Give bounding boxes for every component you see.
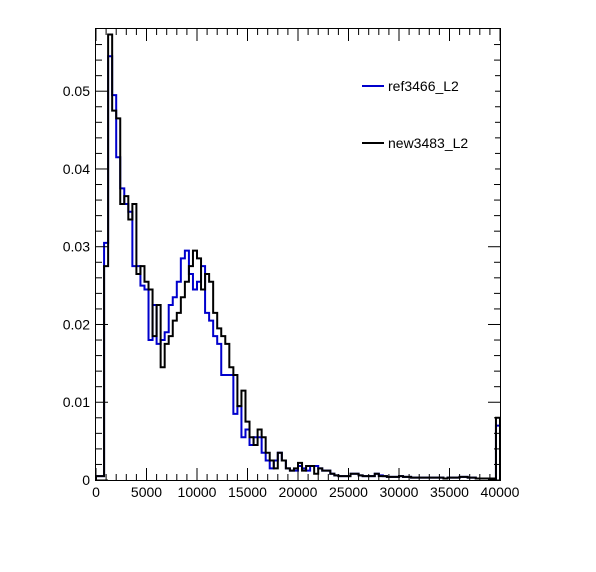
y-tick-label: 0.05 (63, 83, 90, 99)
x-tick-label: 30000 (380, 484, 419, 500)
axis-layer: 0 5000 10000 15000 20000 25000 30000 35000 40000… (63, 29, 520, 500)
x-tick-label: 15000 (228, 484, 267, 500)
y-tick-label: 0.04 (63, 161, 90, 177)
legend-label-ref: ref3466_L2 (388, 78, 459, 94)
x-tick-label: 40000 (481, 484, 520, 500)
x-tick-label: 10000 (178, 484, 217, 500)
x-tick-label: 25000 (329, 484, 368, 500)
legend: ref3466_L2 new3483_L2 (355, 70, 495, 170)
y-tick-label: 0.02 (63, 316, 90, 332)
legend-label-new: new3483_L2 (388, 135, 468, 151)
x-tick-label: 20000 (279, 484, 318, 500)
x-tick-label: 5000 (131, 484, 162, 500)
y-tick-label: 0 (82, 472, 90, 488)
y-tick-label: 0.03 (63, 239, 90, 255)
y-tick-label: 0.01 (63, 394, 90, 410)
plot-frame (95, 28, 501, 481)
x-tick-label: 0 (92, 484, 100, 500)
series-line-new (95, 33, 501, 480)
series-layer (95, 33, 501, 480)
x-tick-label: 35000 (430, 484, 469, 500)
